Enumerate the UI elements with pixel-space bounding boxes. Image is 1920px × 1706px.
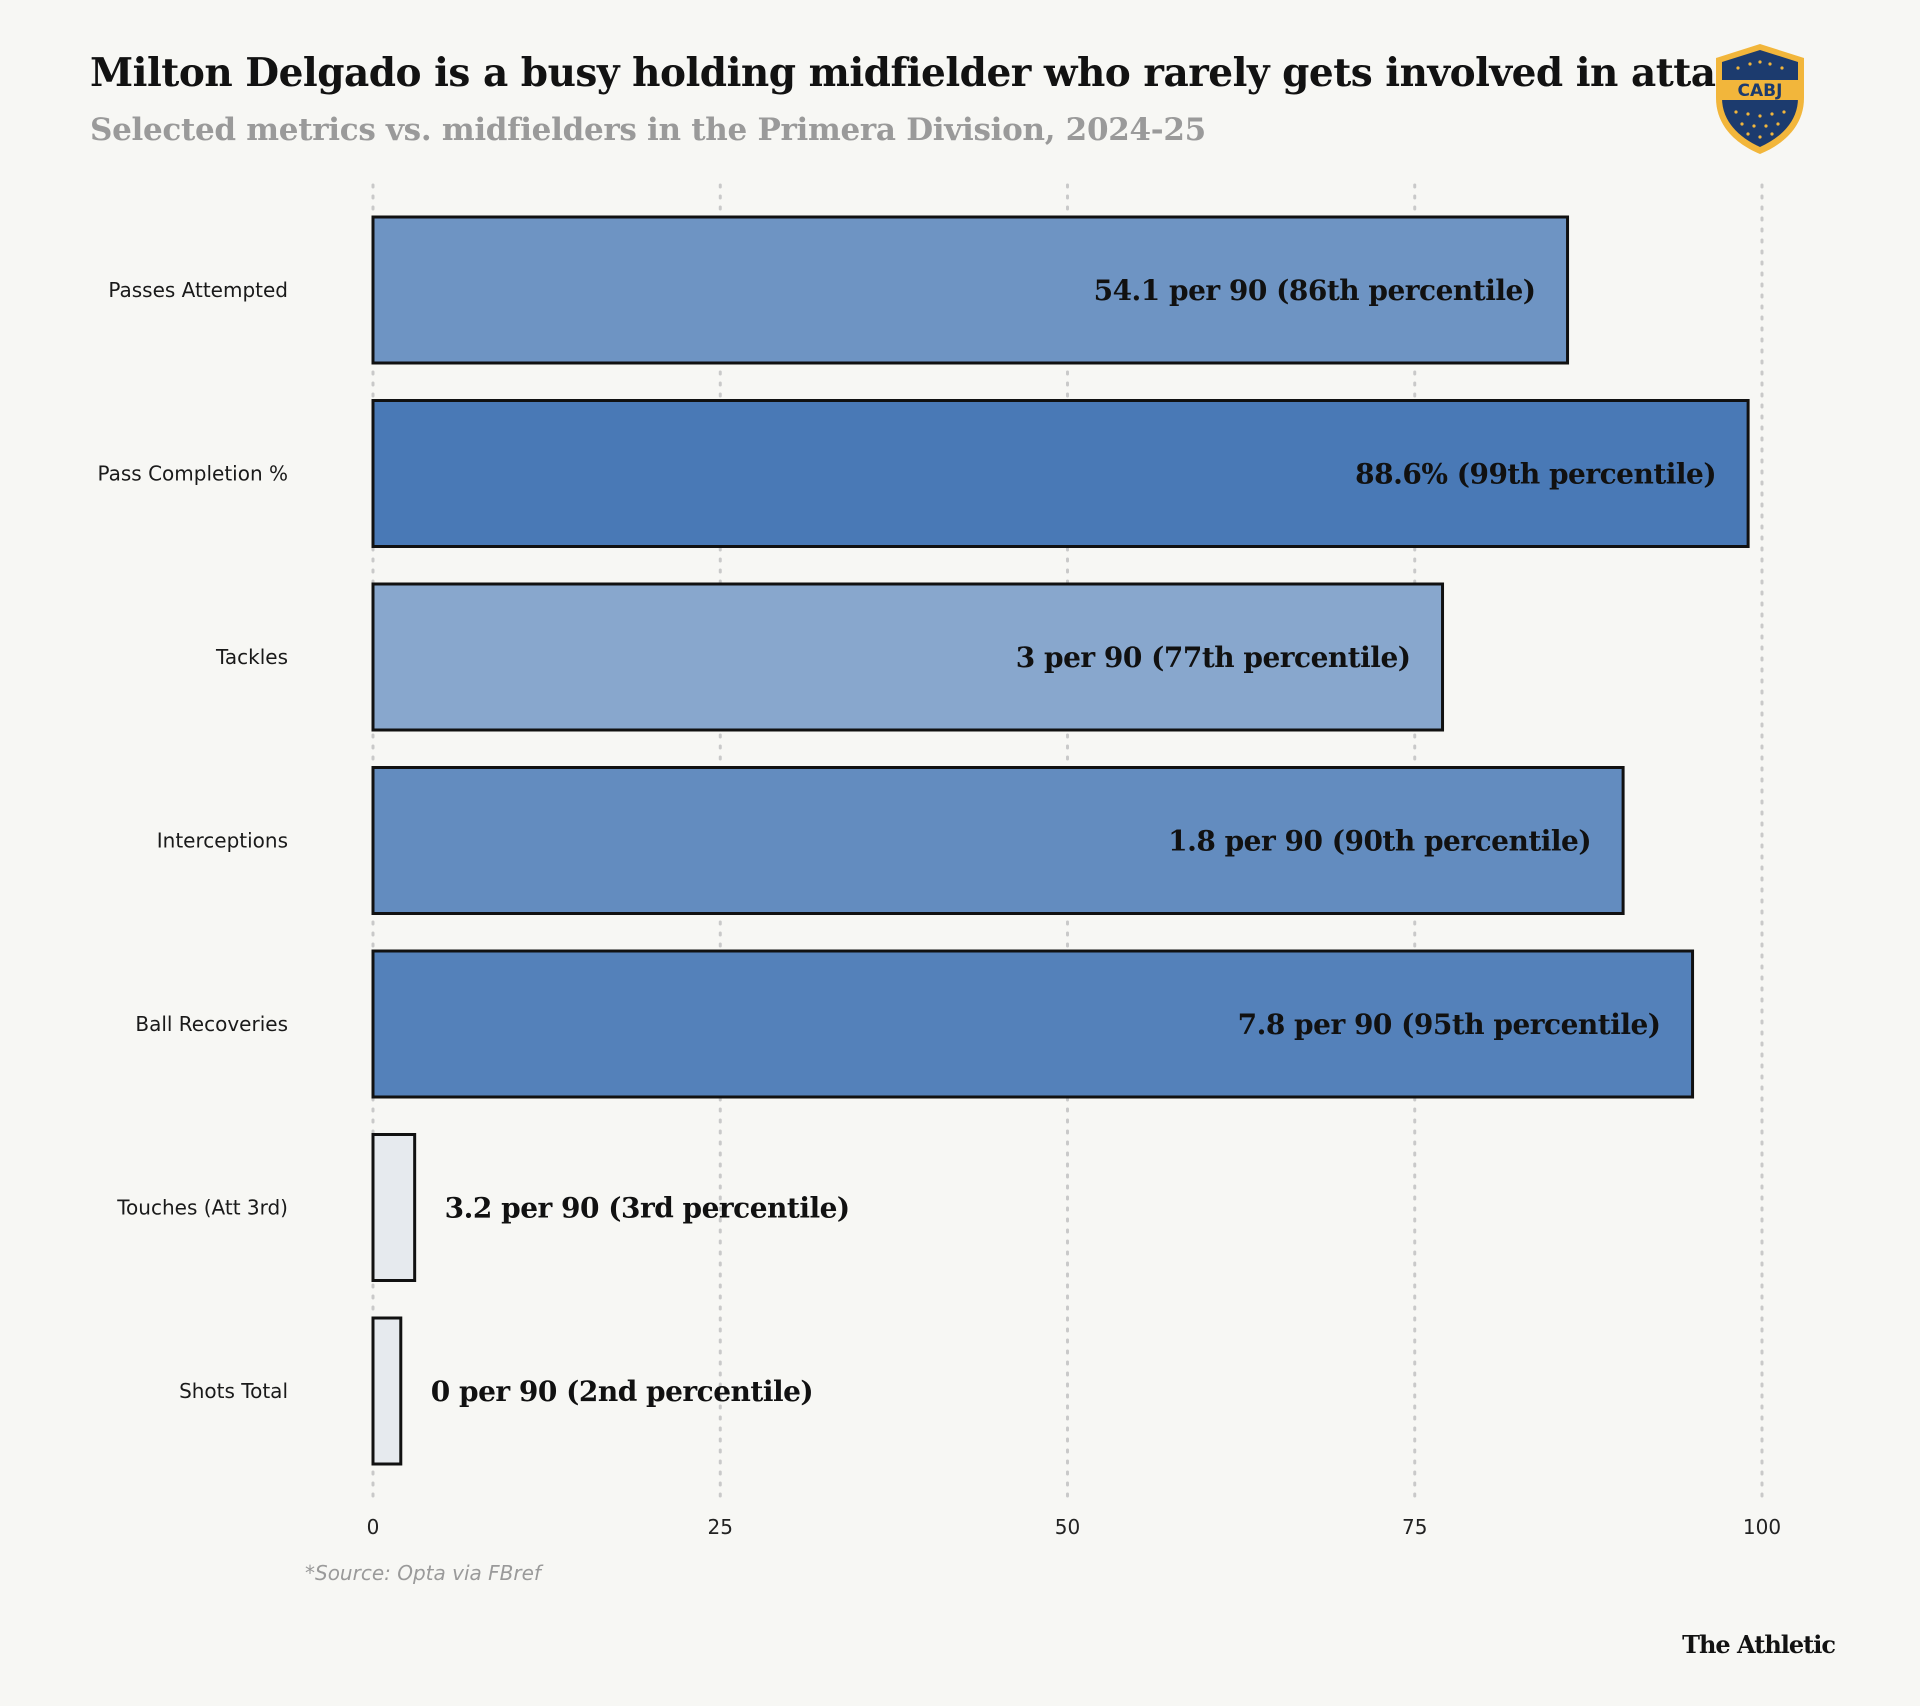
data-label: 3.2 per 90 (3rd percentile) [445, 1192, 850, 1225]
category-label: Interceptions [157, 829, 288, 853]
chart-subtitle: Selected metrics vs. midfielders in the … [90, 112, 1206, 148]
x-tick-label: 25 [708, 1515, 733, 1539]
bar [371, 949, 1695, 1099]
value-labels: 54.1 per 90 (86th percentile) 88.6% (99th… [431, 274, 1717, 1408]
category-label: Tackles [215, 645, 288, 669]
category-label: Pass Completion % [97, 462, 288, 486]
category-labels: Passes Attempted Pass Completion % Tackles… [97, 278, 288, 1403]
bar [371, 1133, 417, 1282]
x-tick-label: 50 [1055, 1515, 1080, 1539]
category-label: Shots Total [179, 1379, 288, 1403]
data-label: 1.8 per 90 (90th percentile) [1168, 825, 1591, 858]
category-label: Ball Recoveries [135, 1012, 288, 1036]
crest-lettering: CABJ [1738, 81, 1783, 101]
publisher-logo: The Athletic [1682, 1630, 1836, 1659]
data-label: 0 per 90 (2nd percentile) [431, 1375, 813, 1408]
bar [371, 766, 1625, 915]
chart-title: Milton Delgado is a busy holding midfiel… [90, 50, 1766, 96]
bar [371, 582, 1445, 732]
data-label: 54.1 per 90 (86th percentile) [1094, 274, 1536, 307]
bar [371, 215, 1570, 365]
category-label: Passes Attempted [108, 278, 288, 302]
x-tick-label: 100 [1743, 1515, 1781, 1539]
data-label: 3 per 90 (77th percentile) [1016, 641, 1411, 674]
bar [371, 399, 1750, 548]
source-note: *Source: Opta via FBref [305, 1561, 541, 1585]
boca-juniors-crest-icon: CABJ [1716, 44, 1804, 154]
data-label: 7.8 per 90 (95th percentile) [1238, 1008, 1661, 1041]
x-axis-ticks: 0 25 50 75 100 [367, 1515, 1781, 1539]
bar [371, 1316, 403, 1466]
data-label: 88.6% (99th percentile) [1355, 458, 1716, 491]
bars [371, 215, 1750, 1466]
x-tick-label: 0 [367, 1515, 380, 1539]
x-tick-label: 75 [1402, 1515, 1427, 1539]
category-label: Touches (Att 3rd) [116, 1196, 288, 1220]
